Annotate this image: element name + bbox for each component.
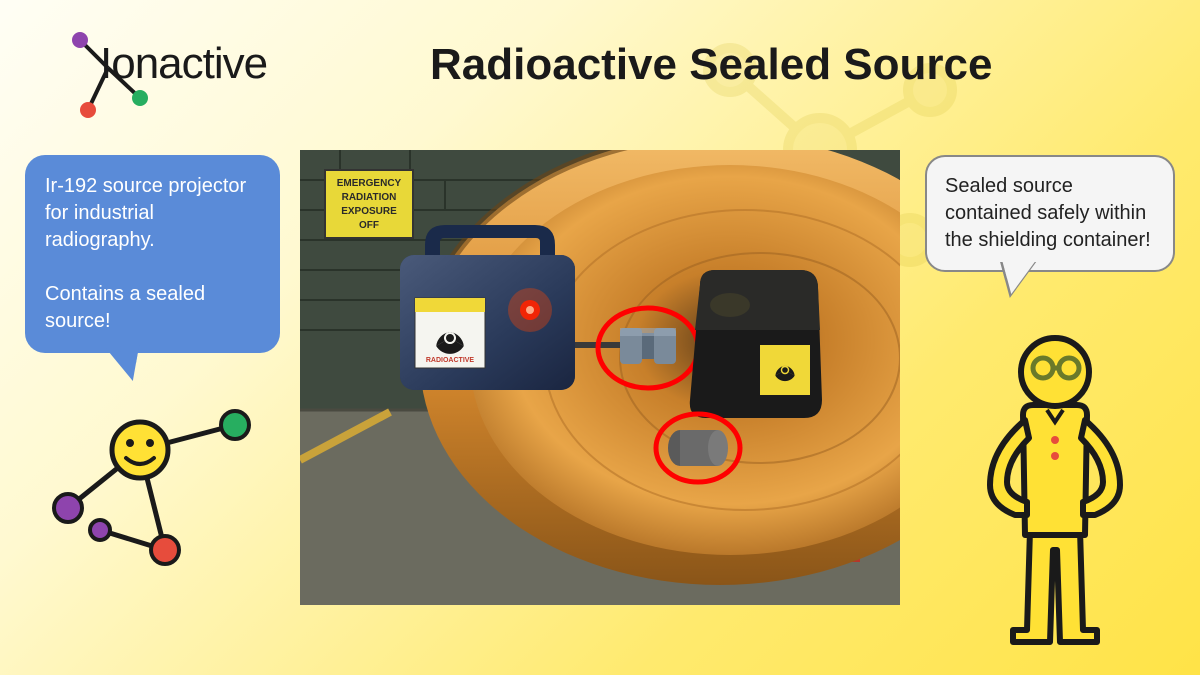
left-callout-line1: Ir-192 source projector for industrial r… [45, 173, 260, 254]
mascot-molecule-icon [40, 380, 280, 580]
shield-plug [668, 430, 728, 466]
svg-text:OFF: OFF [359, 220, 379, 231]
svg-text:EMERGENCY: EMERGENCY [337, 178, 402, 189]
shielding-container [690, 270, 822, 418]
mascot-person-icon [955, 320, 1155, 660]
left-callout-line2: Contains a sealed source! [45, 281, 260, 335]
center-illustration: EMERGENCY RADIATION EXPOSURE OFF [300, 150, 900, 605]
right-callout-bubble: Sealed source contained safely within th… [925, 155, 1175, 272]
svg-text:RADIOACTIVE: RADIOACTIVE [426, 357, 475, 364]
left-callout-bubble: Ir-192 source projector for industrial r… [25, 155, 280, 353]
page-title: Radioactive Sealed Source [430, 40, 992, 90]
logo-molecule-icon: Ionactive [40, 20, 300, 130]
right-callout-text: Sealed source contained safely within th… [945, 173, 1155, 254]
radiography-scene: EMERGENCY RADIATION EXPOSURE OFF [300, 150, 900, 605]
source-capsule [620, 328, 676, 364]
logo-text: Ionactive [100, 39, 267, 88]
svg-text:RADIATION: RADIATION [342, 192, 397, 203]
svg-text:EXPOSURE: EXPOSURE [341, 206, 397, 217]
brand-logo: Ionactive [40, 20, 300, 135]
